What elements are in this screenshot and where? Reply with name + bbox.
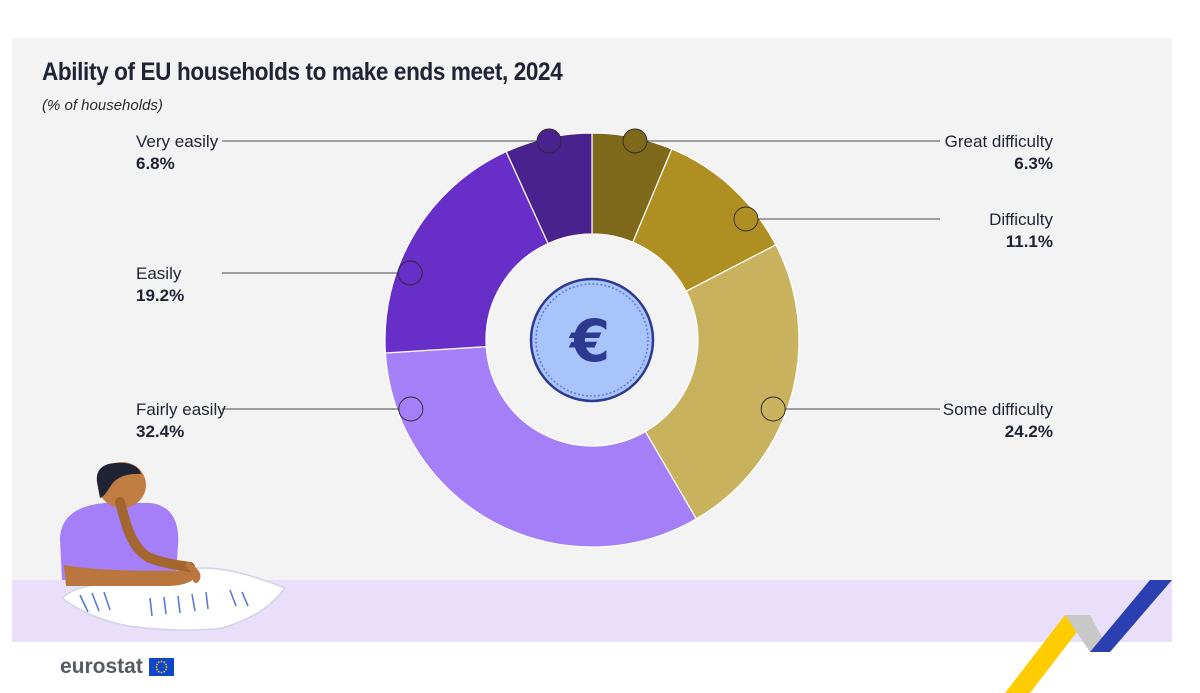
eurostat-logo: eurostat	[60, 655, 174, 679]
euro-symbol: €	[568, 307, 610, 375]
person-illustration	[60, 462, 287, 631]
label-some-difficulty: Some difficulty	[943, 400, 1054, 419]
marker-difficulty	[733, 206, 759, 232]
slice-very-easily	[505, 132, 593, 245]
value-great-difficulty: 6.3%	[1014, 154, 1053, 173]
label-easily: Easily	[136, 264, 182, 283]
logo-text: eurostat	[60, 655, 143, 678]
label-fairly-easily: Fairly easily	[136, 400, 226, 419]
value-difficulty: 11.1%	[1006, 232, 1053, 251]
value-some-difficulty: 24.2%	[1005, 422, 1053, 441]
euro-coin-icon: €	[529, 277, 655, 403]
eu-flag-icon	[148, 658, 174, 676]
slice-some-difficulty	[644, 244, 800, 520]
value-easily: 19.2%	[136, 286, 184, 305]
chart-subtitle: (% of households)	[42, 97, 163, 114]
slice-fairly-easily	[384, 346, 698, 548]
eurostat-ribbon-decoration	[1005, 580, 1172, 693]
donut-slices	[384, 132, 800, 548]
value-fairly-easily: 32.4%	[136, 422, 184, 441]
chart-title: Ability of EU households to make ends me…	[42, 58, 563, 86]
value-very-easily: 6.8%	[136, 154, 175, 173]
slice-labels: Great difficulty 6.3% Difficulty 11.1% Some …	[136, 132, 1054, 441]
marker-some-difficulty	[760, 396, 786, 422]
label-great-difficulty: Great difficulty	[945, 132, 1054, 151]
marker-fairly-easily	[398, 396, 424, 422]
slice-easily	[384, 150, 549, 354]
marker-great-difficulty	[622, 128, 648, 154]
label-connectors	[222, 128, 940, 422]
label-very-easily: Very easily	[136, 132, 219, 151]
marker-easily	[397, 260, 423, 286]
marker-very-easily	[536, 128, 562, 154]
label-difficulty: Difficulty	[989, 210, 1053, 229]
